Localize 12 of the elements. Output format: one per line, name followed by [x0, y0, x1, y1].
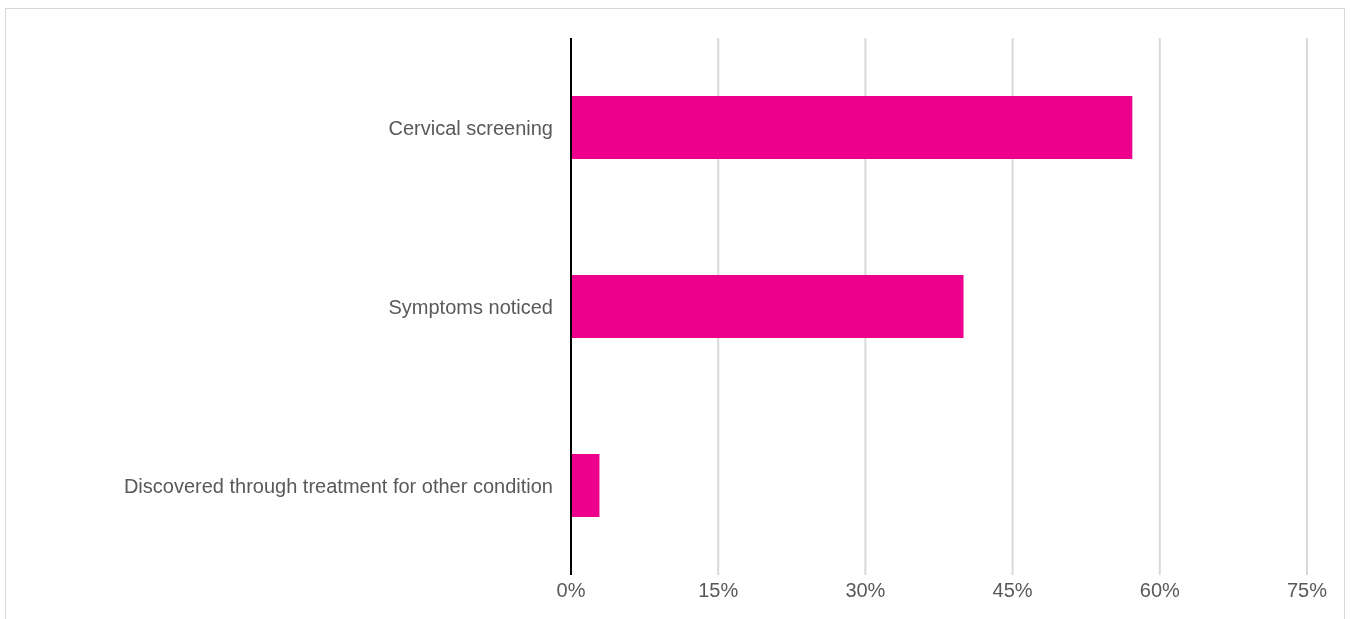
x-tick-label: 60%: [1139, 579, 1181, 602]
bar: [571, 275, 964, 338]
x-tick-label: 15%: [698, 579, 739, 602]
bar: [571, 96, 1133, 159]
y-tick-label: Cervical screening: [388, 116, 553, 139]
x-tick-label: 75%: [1286, 579, 1328, 602]
bar: [571, 454, 600, 517]
x-tick-label: 45%: [992, 579, 1033, 602]
x-tick-label: 30%: [845, 579, 886, 602]
x-tick-label: 0%: [556, 579, 586, 602]
y-tick-label: Symptoms noticed: [388, 295, 553, 318]
y-tick-label: Discovered through treatment for other condition: [123, 474, 553, 497]
